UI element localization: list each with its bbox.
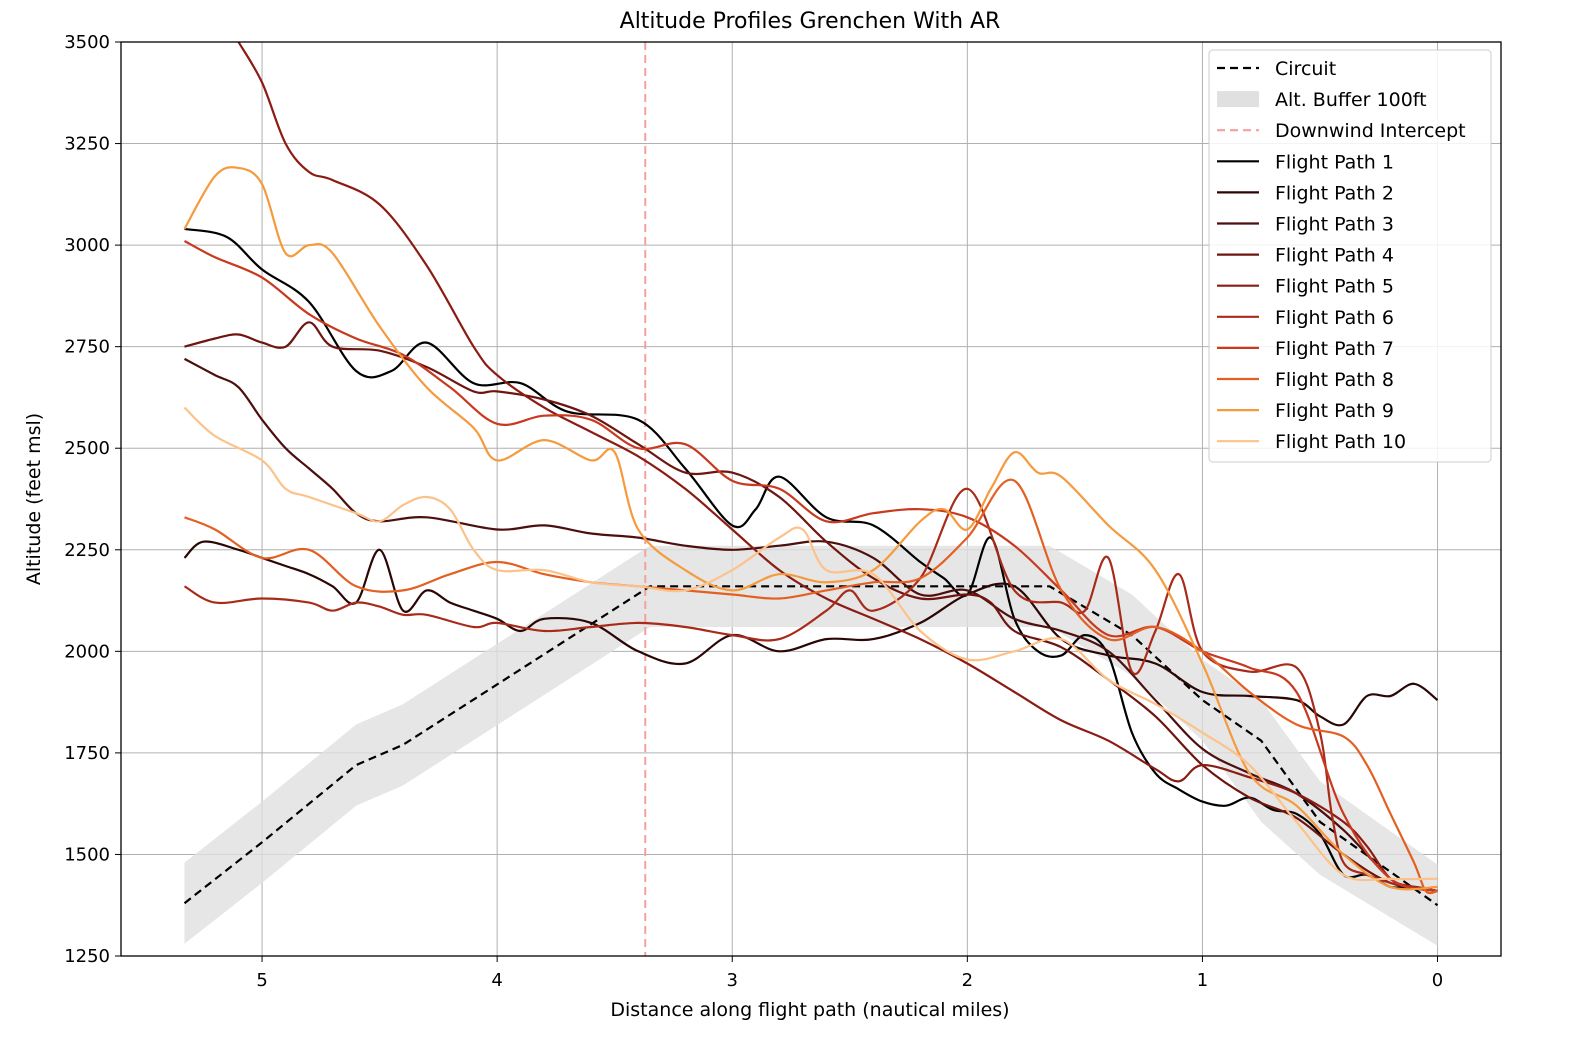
y-tick-label: 3500 [64,32,110,53]
flight-path-2-line [183,540,1439,727]
y-tick-label: 1250 [64,946,110,967]
legend-circuit-label: Circuit [1275,58,1336,80]
circuit-line [183,585,1439,907]
tick-labels: 5 4 3 2 1 0 1250 1500 1750 2000 2250 2500 2750 3000 32… [64,32,1443,991]
flight-path-7-line [183,240,1438,893]
legend-alt-buffer-swatch [1217,91,1259,108]
y-tick-label: 2000 [64,641,110,662]
legend-flight-path-3-label: Flight Path 3 [1275,214,1394,236]
x-tick-label: 1 [1197,970,1208,991]
legend-flight-path-1-label: Flight Path 1 [1275,151,1394,173]
flight-path-8-line [184,478,1438,895]
flight-path-3-line [183,357,1438,893]
series-layer [183,41,1439,895]
legend-flight-path-10-label: Flight Path 10 [1275,431,1406,453]
flight-path-1-line [184,227,1438,893]
legend-downwind-intercept-label: Downwind Intercept [1275,120,1466,142]
legend-box [1208,49,1492,463]
legend-flight-path-8-label: Flight Path 8 [1275,369,1394,391]
x-tick-label: 5 [256,970,267,991]
y-tick-label: 2750 [64,337,110,358]
y-tick-label: 3000 [64,235,110,256]
x-tick-label: 3 [727,970,738,991]
x-tick-label: 4 [491,970,502,991]
x-axis-title: Distance along flight path (nautical mil… [610,999,1009,1021]
legend-flight-path-9-label: Flight Path 9 [1275,400,1394,422]
legend-flight-path-7-label: Flight Path 7 [1275,338,1394,360]
legend-flight-path-5-label: Flight Path 5 [1275,276,1394,298]
chart-title: Altitude Profiles Grenchen With AR [620,9,1001,34]
buffer-layer [184,545,1438,946]
y-axis-title: Altitude (feet msl) [23,413,45,585]
alt-buffer-band [184,545,1438,946]
x-tick-label: 0 [1432,970,1443,991]
y-tick-label: 1750 [64,743,110,764]
plot-frame [120,41,1502,957]
legend: Circuit Alt. Buffer 100ft Downwind Interce… [1208,49,1492,463]
circuit-layer [183,585,1439,907]
legend-flight-path-2-label: Flight Path 2 [1275,182,1394,204]
y-tick-label: 3250 [64,134,110,155]
legend-alt-buffer-label: Alt. Buffer 100ft [1275,89,1427,111]
flight-path-5-line [237,41,1438,893]
y-tick-label: 2250 [64,540,110,561]
y-tick-label: 2500 [64,438,110,459]
flight-path-10-line [183,406,1438,882]
flight-path-9-line [183,166,1438,891]
y-tick-label: 1500 [64,844,110,865]
legend-flight-path-4-label: Flight Path 4 [1275,245,1394,267]
legend-flight-path-6-label: Flight Path 6 [1275,307,1394,329]
x-tick-label: 2 [962,970,973,991]
